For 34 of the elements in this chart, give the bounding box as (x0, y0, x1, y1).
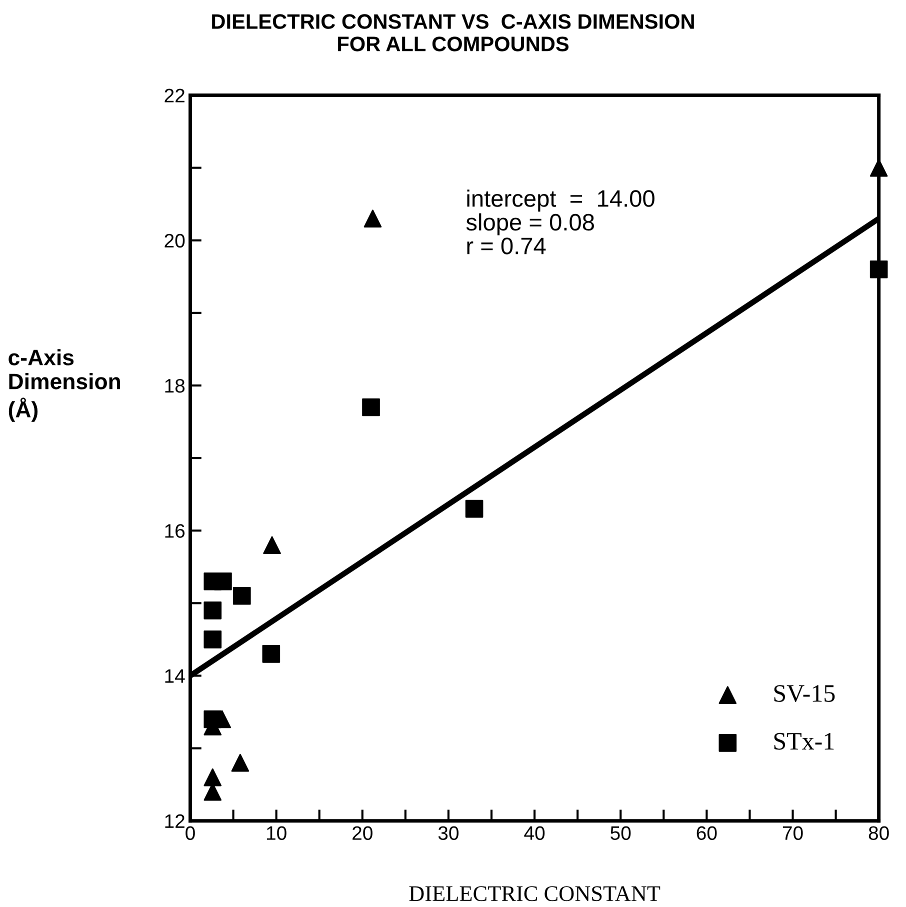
y-tick-label: 12 (165, 814, 184, 828)
legend-label: STx-1 (774, 732, 834, 750)
point (204, 630, 222, 648)
x-tick-label: 20 (352, 826, 372, 840)
y-tick-label: 18 (165, 378, 185, 393)
point (870, 260, 888, 278)
x-tick-label: 30 (438, 826, 459, 840)
y-tick-label: 20 (164, 234, 185, 248)
x-tick-label: 70 (782, 826, 803, 840)
legend-label: SV-15 (774, 685, 835, 702)
point (364, 210, 382, 228)
point (204, 710, 222, 728)
point (263, 536, 281, 554)
x-tick-label: 80 (868, 826, 889, 840)
y-tick-label: 16 (165, 524, 185, 538)
point (204, 602, 222, 620)
point (231, 754, 250, 772)
x-tick-label: 60 (696, 826, 717, 840)
x-axis-title: DIELECTRIC CONSTANT (409, 886, 660, 902)
y-axis-title: c-Axis Dimension (Å) (8, 349, 120, 422)
point (232, 586, 251, 605)
x-tick-label: 50 (610, 826, 631, 840)
x-tick-label: 0 (186, 826, 195, 840)
point (465, 500, 484, 518)
point (204, 768, 222, 786)
y-tick-label: 14 (165, 669, 185, 683)
x-tick-label: 10 (267, 826, 286, 840)
chart-title: DIELECTRIC CONSTANT VS C-AXIS DIMENSION FOR ALL COMPOUNDS (212, 14, 694, 52)
annotation: intercept = 14.00 slope = 0.08 r = 0.74 (466, 190, 654, 254)
point (362, 398, 380, 416)
y-tick-label: 22 (164, 88, 184, 102)
point (262, 645, 280, 663)
point (214, 572, 232, 590)
x-tick-label: 40 (524, 826, 545, 840)
